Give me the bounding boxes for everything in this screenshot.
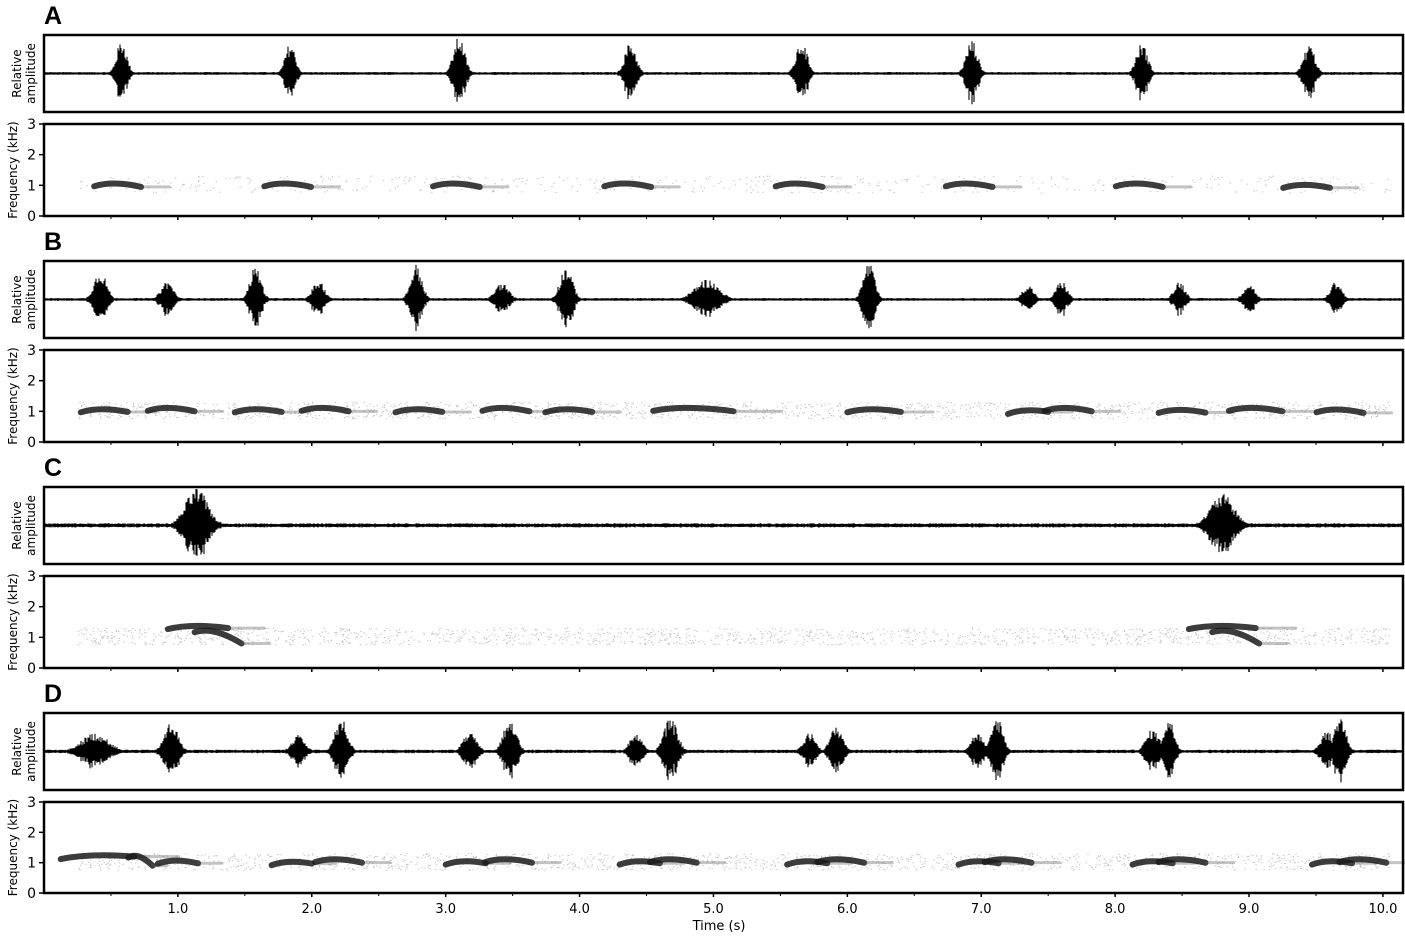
spectrogram-note <box>125 852 156 869</box>
panel-label: A <box>44 2 62 30</box>
spec-ytick-label: 2 <box>27 374 36 390</box>
spectrogram-note <box>814 856 868 866</box>
spec-ytick-label: 3 <box>27 569 36 585</box>
spec-ylabel: Frequency (kHz) <box>6 347 20 444</box>
xtick-label: 7.0 <box>971 902 992 917</box>
spectrogram-note <box>1280 181 1333 191</box>
spec-ytick-label: 2 <box>27 825 36 841</box>
spectrogram-frame <box>42 574 1405 670</box>
waveform-ylabel-line1: Relative <box>10 49 24 97</box>
xtick-label: 2.0 <box>301 902 322 917</box>
spectrogram-note <box>942 180 996 190</box>
spectrogram-note <box>268 858 315 869</box>
spectrogram-note <box>479 404 533 415</box>
spec-ytick-label: 1 <box>27 178 36 194</box>
spectrogram-note <box>57 852 138 863</box>
waveform-frame <box>42 485 1405 566</box>
spec-ytick-label: 3 <box>27 117 36 133</box>
spectrogram-note <box>430 180 483 190</box>
waveform-ylabel-line2: amplitude <box>24 495 38 556</box>
xtick-label: 10.0 <box>1368 902 1397 917</box>
spectrogram-note <box>1155 406 1209 416</box>
xtick-label: 3.0 <box>435 902 456 917</box>
spectrogram-note <box>601 180 655 190</box>
xtick-label: 9.0 <box>1239 902 1260 917</box>
waveform-ylabel-line1: Relative <box>10 275 24 323</box>
spec-ytick-label: 1 <box>27 856 36 872</box>
panel-c: C Relative amplitude 0 1 2 3 Frequency (kHz) <box>6 454 1405 677</box>
waveform-frame <box>42 711 1405 792</box>
spectrogram-frame <box>42 800 1405 895</box>
panel-label: B <box>44 228 62 256</box>
spec-ytick-label: 1 <box>27 404 36 420</box>
spectrogram-note <box>312 856 365 866</box>
spectrogram-frame <box>42 348 1405 444</box>
spec-ylabel: Frequency (kHz) <box>6 121 20 218</box>
spectrogram-note <box>1336 856 1390 866</box>
xtick-label: 4.0 <box>569 902 590 917</box>
spectrogram-note <box>482 856 535 866</box>
spectrogram-note <box>392 406 446 416</box>
spectrogram-note <box>646 856 700 866</box>
spectrogram-note <box>1313 406 1367 416</box>
spectrogram-note <box>298 404 352 415</box>
spectrogram-note <box>91 180 145 190</box>
xtick-label: 8.0 <box>1105 902 1126 917</box>
xtick-label: 6.0 <box>837 902 858 917</box>
panel-label: C <box>44 454 62 482</box>
spectrogram-frame <box>42 122 1405 218</box>
spectrogram-note <box>981 856 1035 866</box>
spectrogram-note <box>261 180 315 190</box>
spectrogram-note <box>154 857 201 867</box>
spec-ytick-label: 3 <box>27 795 36 811</box>
waveform-frame <box>42 33 1405 114</box>
spec-ylabel: Frequency (kHz) <box>6 799 20 896</box>
spectrogram-note <box>1225 404 1286 415</box>
spec-ytick-label: 0 <box>27 661 36 677</box>
spec-ylabel: Frequency (kHz) <box>6 573 20 670</box>
spec-ytick-label: 2 <box>27 148 36 164</box>
spec-ytick-label: 0 <box>27 886 36 902</box>
spectrogram-noise <box>77 627 1391 646</box>
panel-d: D Relative amplitude 0 1 2 3 Frequency (kHz) <box>6 680 1405 902</box>
spectrogram-note <box>1185 622 1259 633</box>
spec-ytick-label: 2 <box>27 600 36 616</box>
spectrogram-note <box>1209 627 1263 647</box>
spec-ytick-label: 3 <box>27 343 36 359</box>
spectrogram-note <box>191 627 245 647</box>
spectrogram-note <box>772 180 826 190</box>
spectrogram-note <box>844 406 904 416</box>
spec-ytick-label: 0 <box>27 209 36 225</box>
panel-label: D <box>44 680 62 708</box>
waveform-ylabel-line1: Relative <box>10 727 24 775</box>
spectrogram-note <box>442 858 489 868</box>
spectrogram-note <box>1112 180 1166 190</box>
panel-a: A Relative amplitude 0 1 2 3 Frequency (kHz) <box>6 2 1405 225</box>
spectrogram-note <box>77 406 131 416</box>
panel-b: B Relative amplitude 0 1 2 3 Frequency (kHz) <box>6 228 1405 451</box>
spectrogram-note <box>1041 404 1095 415</box>
waveform-ylabel-line1: Relative <box>10 501 24 549</box>
waveform-trace <box>44 38 1402 105</box>
xtick-label: 1.0 <box>168 902 189 917</box>
waveform-ylabel-line2: amplitude <box>24 269 38 330</box>
waveform-ylabel-line2: amplitude <box>24 721 38 782</box>
spectrogram-note <box>542 406 596 416</box>
waveform-frame <box>42 259 1405 340</box>
waveform-trace <box>44 264 1402 331</box>
spec-ytick-label: 1 <box>27 630 36 646</box>
spectrogram-note <box>164 622 232 633</box>
spectrogram-note <box>144 404 198 415</box>
x-axis-label: Time (s) <box>692 919 746 934</box>
spectrogram-note <box>650 404 737 415</box>
spectrogram-note <box>231 406 285 416</box>
spectrogram-note <box>1155 856 1209 866</box>
xtick-label: 5.0 <box>703 902 724 917</box>
waveform-trace <box>44 489 1402 556</box>
spectrogram-noise <box>78 853 1391 871</box>
waveform-ylabel-line2: amplitude <box>24 43 38 104</box>
spec-ytick-label: 0 <box>27 435 36 451</box>
